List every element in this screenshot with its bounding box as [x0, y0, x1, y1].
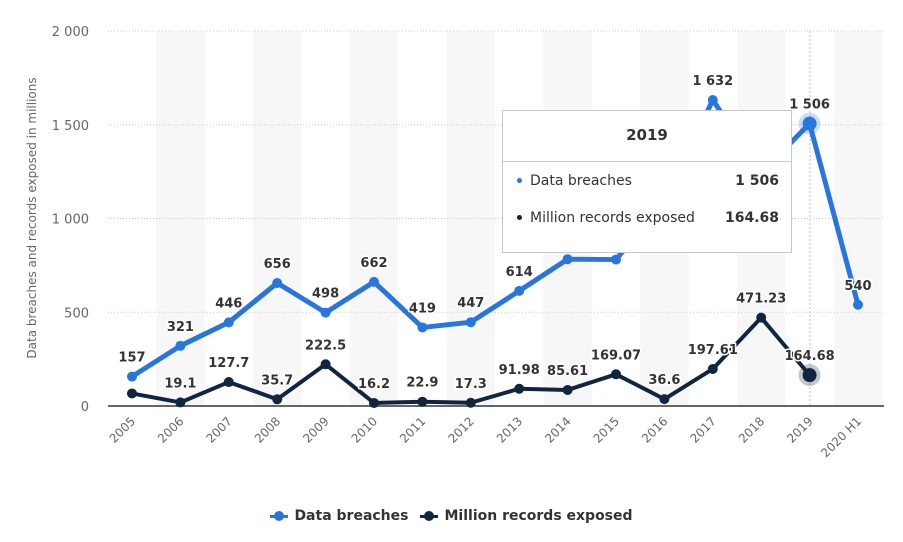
data-label: 17.3 — [455, 377, 487, 392]
data-point[interactable] — [659, 394, 670, 405]
data-label: 19.1 — [164, 376, 196, 391]
data-point[interactable] — [223, 317, 234, 328]
tooltip-row-records: Million records exposed 164.68 — [503, 199, 791, 236]
data-point[interactable] — [802, 368, 817, 383]
data-label: 164.68 — [785, 349, 835, 364]
data-label: 36.6 — [648, 373, 680, 388]
data-label: 22.9 — [406, 376, 438, 391]
data-point[interactable] — [802, 116, 817, 131]
data-point[interactable] — [369, 276, 379, 287]
data-label: 540 — [844, 279, 871, 294]
x-tick-label: 2005 — [107, 414, 138, 445]
data-point[interactable] — [465, 317, 476, 328]
y-tick-label: 1 000 — [52, 213, 89, 228]
data-point[interactable] — [514, 383, 525, 394]
x-tick-label: 2007 — [203, 414, 234, 445]
data-label: 1 506 — [789, 98, 830, 113]
data-label: 471.23 — [736, 292, 786, 307]
legend: Data breaches Million records exposed — [0, 508, 903, 524]
x-tick-label: 2019 — [784, 414, 815, 445]
y-axis-title: Data breaches and records exposed in mil… — [25, 77, 39, 358]
data-label: 321 — [167, 320, 194, 335]
data-point[interactable] — [465, 397, 476, 408]
data-label: 446 — [215, 296, 242, 311]
x-tick-label: 2008 — [252, 414, 283, 445]
data-label: 169.07 — [591, 348, 641, 363]
data-point[interactable] — [272, 394, 283, 405]
x-tick-label: 2012 — [445, 414, 476, 445]
data-point[interactable] — [272, 278, 283, 288]
data-point[interactable] — [369, 397, 379, 408]
data-label: 419 — [409, 301, 436, 316]
tooltip-row-label: Million records exposed — [530, 209, 695, 226]
x-tick-label: 2015 — [591, 414, 622, 445]
tooltip-row-value: 1 506 — [735, 172, 779, 189]
data-point[interactable] — [320, 307, 331, 318]
data-point[interactable] — [611, 254, 621, 265]
data-label: 662 — [360, 256, 387, 271]
data-label: 127.7 — [208, 356, 249, 371]
data-labels: 157 321 446 656 498 662 419 447 614 1 632 1 506 540… — [117, 73, 873, 394]
legend-label: Million records exposed — [444, 508, 633, 524]
data-label: 1 632 — [692, 74, 733, 89]
legend-marker-icon — [270, 511, 289, 521]
x-tick-label: 2020 H1 — [818, 414, 864, 460]
data-point[interactable] — [417, 396, 428, 407]
data-label: 614 — [506, 265, 533, 280]
data-point[interactable] — [127, 371, 137, 382]
legend-label: Data breaches — [294, 508, 409, 524]
data-label: 197.61 — [688, 343, 738, 358]
data-point[interactable] — [175, 340, 186, 351]
legend-item-data-breaches[interactable]: Data breaches — [270, 508, 408, 524]
data-point[interactable] — [707, 363, 718, 374]
legend-item-records-exposed[interactable]: Million records exposed — [420, 508, 633, 524]
y-axis: 0 500 1 000 1 500 2 000 — [52, 25, 89, 415]
data-point[interactable] — [127, 388, 137, 399]
x-tick-label: 2016 — [639, 414, 670, 445]
y-tick-label: 500 — [64, 306, 89, 321]
data-point[interactable] — [756, 312, 767, 323]
y-tick-label: 1 500 — [52, 119, 89, 134]
x-tick-label: 2010 — [349, 414, 380, 445]
x-tick-label: 2009 — [300, 414, 331, 445]
tooltip-row-data-breaches: Data breaches 1 506 — [503, 162, 791, 199]
data-point[interactable] — [514, 285, 525, 296]
data-point[interactable] — [562, 384, 573, 395]
data-label: 157 — [118, 351, 145, 366]
tooltip-row-value: 164.68 — [724, 209, 779, 226]
data-label: 91.98 — [499, 363, 540, 378]
data-point[interactable] — [223, 377, 234, 388]
data-label: 16.2 — [358, 377, 390, 392]
data-label: 85.61 — [547, 364, 588, 379]
x-tick-label: 2011 — [397, 414, 428, 445]
x-tick-label: 2017 — [687, 414, 718, 445]
y-tick-label: 2 000 — [52, 25, 89, 40]
data-point[interactable] — [853, 299, 863, 310]
bullet-icon — [517, 215, 522, 220]
tooltip-row-label: Data breaches — [530, 172, 632, 189]
data-point[interactable] — [175, 397, 186, 408]
data-point[interactable] — [417, 322, 428, 333]
legend-marker-icon — [420, 511, 439, 521]
x-axis: 2005 2006 2007 2008 2009 2010 2011 2012 2013 2014… — [107, 414, 864, 460]
data-label: 656 — [264, 257, 291, 272]
x-tick-label: 2014 — [542, 414, 573, 445]
data-label: 35.7 — [261, 373, 293, 388]
x-tick-label: 2018 — [736, 414, 767, 445]
data-point[interactable] — [611, 369, 621, 380]
bullet-icon — [517, 178, 522, 183]
data-point[interactable] — [707, 95, 718, 105]
x-tick-label: 2006 — [155, 414, 186, 445]
data-label: 222.5 — [305, 338, 346, 353]
data-label: 447 — [457, 296, 484, 311]
data-point[interactable] — [320, 359, 331, 370]
data-label: 498 — [312, 287, 339, 302]
y-tick-label: 0 — [81, 400, 89, 415]
tooltip: 2019 Data breaches 1 506 Million records… — [502, 110, 792, 253]
data-point[interactable] — [562, 254, 573, 265]
x-tick-label: 2013 — [494, 414, 525, 445]
tooltip-title: 2019 — [503, 111, 791, 162]
